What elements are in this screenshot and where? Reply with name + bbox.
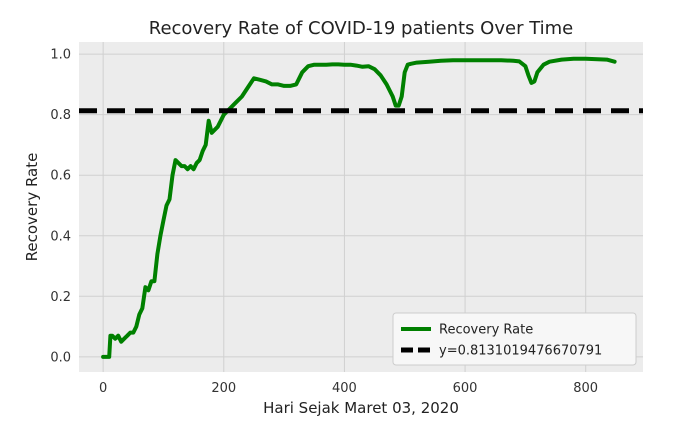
legend-label-recovery-rate: Recovery Rate bbox=[439, 323, 533, 338]
tick-labels: 0 200 400 600 800 0.0 0.2 0.4 0.6 0.8 1.0 bbox=[50, 48, 598, 396]
x-tick-label: 800 bbox=[573, 381, 598, 396]
x-tick-label: 0 bbox=[99, 381, 107, 396]
y-tick-label: 0.4 bbox=[50, 229, 71, 244]
x-axis-label: Hari Sejak Maret 03, 2020 bbox=[263, 399, 459, 417]
x-tick-label: 600 bbox=[453, 381, 478, 396]
legend-box bbox=[392, 312, 637, 366]
x-tick-label: 200 bbox=[211, 381, 236, 396]
y-tick-label: 1.0 bbox=[50, 48, 71, 63]
series-line-recovery-rate bbox=[101, 56, 617, 359]
y-tick-label: 0.6 bbox=[50, 169, 71, 184]
series-layer bbox=[79, 56, 643, 359]
y-tick-label: 0.0 bbox=[50, 350, 71, 365]
y-axis-label: Recovery Rate bbox=[23, 153, 41, 262]
chart-title: Recovery Rate of COVID-19 patients Over … bbox=[149, 18, 574, 39]
y-tick-label: 0.2 bbox=[50, 290, 71, 305]
y-tick-label: 0.8 bbox=[50, 108, 71, 123]
legend: Recovery Rate y=0.8131019476670791 bbox=[392, 312, 637, 366]
legend-label-reference-line: y=0.8131019476670791 bbox=[439, 344, 602, 359]
x-tick-label: 400 bbox=[332, 381, 357, 396]
